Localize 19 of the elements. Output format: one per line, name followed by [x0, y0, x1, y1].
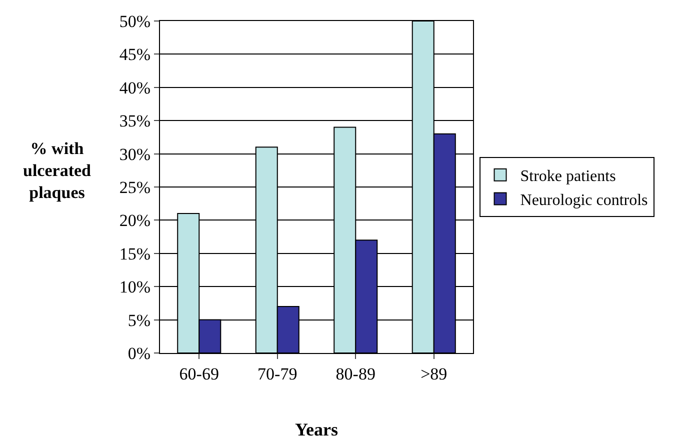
y-tick-label: 40% — [119, 78, 151, 98]
y-tick-label: 35% — [119, 112, 151, 131]
x-tick-label: 60-69 — [179, 364, 219, 384]
y-tick-label: 30% — [119, 144, 151, 164]
y-tick-label: 20% — [119, 211, 151, 230]
y-tick-label: 0% — [128, 344, 151, 363]
legend-label: Stroke patients — [520, 168, 616, 186]
x-tick-label: 70-79 — [258, 364, 298, 384]
y-tick-label: 10% — [119, 278, 151, 297]
y-tick-label: 45% — [119, 45, 151, 64]
legend-label: Neurologic controls — [520, 192, 648, 209]
y-tick-label: 5% — [128, 310, 151, 330]
y-tick-label: 25% — [119, 178, 151, 197]
x-tick-label: >89 — [420, 364, 448, 384]
x-tick-label: 80-89 — [336, 364, 376, 384]
y-tick-label: 15% — [119, 244, 151, 264]
x-axis-title: Years — [295, 420, 338, 440]
y-axis-title: % with ulcerated plaques — [23, 139, 92, 202]
y-tick-label: 50% — [119, 12, 151, 31]
